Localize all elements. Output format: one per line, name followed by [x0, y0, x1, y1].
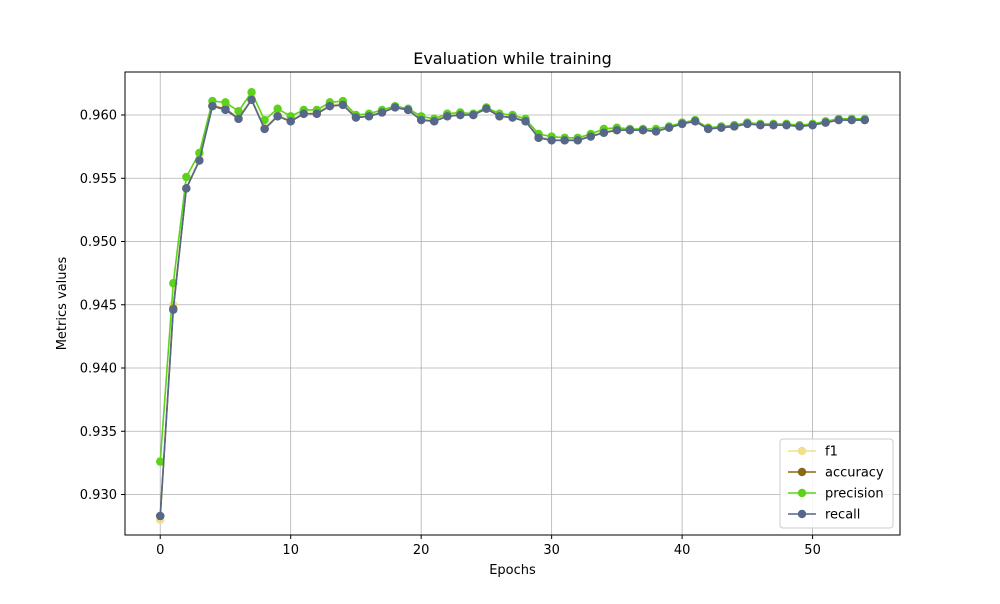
data-point-recall: [547, 136, 556, 145]
data-point-recall: [195, 156, 204, 165]
data-point-recall: [377, 108, 387, 117]
data-point-precision: [221, 98, 230, 107]
data-point-recall: [651, 127, 661, 136]
x-tick-label: 0: [156, 543, 164, 558]
data-point-recall: [612, 125, 622, 135]
data-point-recall: [690, 117, 700, 126]
data-point-recall: [234, 114, 243, 124]
data-point-recall: [325, 101, 335, 111]
data-point-recall: [573, 136, 582, 145]
data-point-recall: [769, 120, 778, 130]
y-tick-label: 0.955: [80, 172, 117, 187]
data-point-recall: [704, 124, 713, 134]
data-point-recall: [286, 117, 295, 126]
data-point-precision: [247, 88, 256, 97]
data-point-recall: [312, 109, 321, 118]
data-point-recall: [169, 305, 178, 315]
data-point-precision: [182, 172, 191, 182]
data-point-recall: [416, 115, 426, 125]
legend-marker: [797, 509, 807, 519]
data-point-recall: [508, 113, 517, 122]
x-tick-label: 50: [804, 543, 821, 558]
data-point-recall: [390, 103, 400, 112]
legend-box: [779, 438, 894, 529]
data-point-recall: [247, 95, 256, 105]
series-layer: [156, 88, 869, 525]
y-tick-label: 0.930: [80, 488, 117, 503]
plot-frame: [124, 71, 901, 536]
data-point-recall: [482, 104, 491, 113]
data-point-recall: [156, 511, 165, 521]
data-point-recall: [443, 112, 452, 121]
legend-item-accuracy: accuracy: [788, 466, 884, 481]
legend-marker: [797, 488, 807, 498]
data-point-recall: [403, 105, 413, 115]
legend-label: f1: [825, 445, 838, 460]
x-tick-label: 20: [413, 543, 430, 558]
y-tick-label: 0.935: [80, 425, 117, 440]
data-point-recall: [847, 115, 856, 125]
data-point-recall: [182, 184, 191, 193]
x-tick-label: 10: [282, 543, 299, 558]
data-point-recall: [586, 132, 595, 141]
data-point-recall: [625, 125, 635, 135]
legend-label: precision: [825, 487, 884, 502]
data-point-recall: [273, 112, 282, 121]
x-tick-label: 40: [674, 543, 691, 558]
legend: f1 accuracy precision recall: [779, 438, 894, 529]
data-point-recall: [730, 122, 739, 131]
y-tick-label: 0.950: [80, 235, 117, 250]
data-point-recall: [364, 112, 374, 121]
data-point-precision: [156, 457, 165, 466]
data-point-recall: [821, 118, 830, 127]
data-point-recall: [351, 113, 361, 122]
data-point-recall: [521, 117, 530, 126]
data-point-recall: [756, 120, 765, 130]
y-axis-label: Metrics values: [55, 256, 70, 350]
data-point-recall: [299, 109, 308, 118]
data-point-recall: [430, 117, 439, 126]
data-point-recall: [495, 112, 504, 121]
data-point-recall: [677, 119, 687, 129]
x-tick-label: 30: [543, 543, 560, 558]
data-point-recall: [469, 110, 478, 120]
data-point-recall: [221, 105, 230, 115]
data-point-recall: [782, 120, 791, 130]
grid-lines: [125, 72, 900, 535]
series-recall: [156, 95, 869, 521]
data-point-recall: [456, 110, 465, 120]
legend-item-f1: f1: [788, 445, 838, 460]
data-point-precision: [260, 115, 269, 125]
data-point-recall: [664, 123, 674, 132]
data-point-recall: [808, 120, 817, 130]
y-tick-label: 0.960: [80, 109, 117, 124]
data-point-recall: [795, 122, 804, 131]
data-point-recall: [208, 101, 217, 111]
legend-label: recall: [825, 508, 860, 523]
x-axis-label: Epochs: [489, 563, 536, 578]
data-point-recall: [860, 115, 869, 125]
data-point-recall: [534, 133, 543, 142]
data-point-recall: [338, 100, 348, 110]
data-point-recall: [260, 124, 269, 134]
legend-marker: [797, 467, 807, 477]
y-tick-label: 0.945: [80, 298, 117, 313]
legend-item-recall: recall: [788, 508, 860, 523]
axis-ticks: 0 10 20 30 40 50 0.930 0.935 0.940 0.945 0.950 0.95…: [80, 109, 821, 558]
chart-title: Evaluation while training: [413, 49, 612, 68]
data-point-precision: [273, 104, 282, 113]
data-point-recall: [599, 128, 609, 137]
data-point-recall: [560, 136, 569, 145]
legend-label: accuracy: [825, 466, 884, 481]
data-point-recall: [638, 125, 648, 135]
legend-item-precision: precision: [788, 487, 884, 502]
y-tick-label: 0.940: [80, 362, 117, 377]
data-point-recall: [717, 123, 726, 132]
legend-marker: [797, 446, 807, 456]
data-point-recall: [743, 119, 752, 129]
data-point-precision: [234, 107, 243, 116]
data-point-recall: [834, 115, 843, 125]
